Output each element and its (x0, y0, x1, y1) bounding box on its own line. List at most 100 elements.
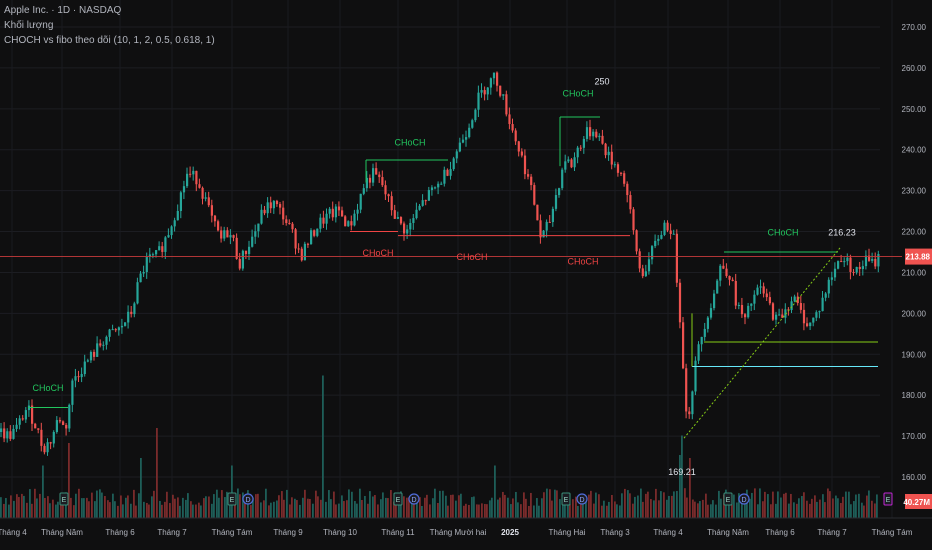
candle-body (610, 151, 613, 165)
x-tick-label: Tháng Tám (872, 528, 913, 537)
candle-body (62, 421, 65, 425)
earnings-marker[interactable] (723, 492, 733, 506)
candle-body (719, 265, 722, 281)
candle-body (151, 254, 155, 256)
volume-bar (666, 499, 668, 518)
volume-bar (611, 495, 613, 518)
candle-body (210, 205, 213, 216)
price-axis[interactable] (902, 0, 932, 550)
candle-body (446, 169, 449, 176)
volume-bar (26, 502, 28, 518)
volume-bar (325, 501, 327, 518)
volume-bar (465, 503, 467, 518)
volume-bar (185, 499, 187, 518)
dividend-marker[interactable] (242, 493, 254, 505)
volume-bar (398, 499, 400, 518)
candle-body (635, 230, 638, 252)
volume-bar (816, 501, 818, 518)
dividend-marker[interactable] (738, 493, 750, 505)
volume-bar (127, 495, 129, 518)
candle-body (682, 322, 685, 369)
earnings-marker[interactable] (561, 492, 571, 506)
symbol-title[interactable]: Apple Inc. · 1D · NASDAQ (4, 5, 122, 16)
volume-bar (205, 496, 207, 518)
candle-body (840, 261, 843, 263)
candle-body (251, 236, 254, 247)
earnings-marker[interactable] (227, 492, 237, 506)
volume-bar (494, 465, 496, 518)
candle-body (833, 268, 837, 278)
volume-bar (577, 505, 579, 518)
candle-body (520, 151, 523, 156)
candle-body (806, 323, 809, 327)
volume-bar (408, 497, 410, 518)
volume-bar (798, 498, 800, 518)
candle-body (564, 161, 567, 170)
candle-body (244, 250, 248, 255)
candle-body (40, 429, 43, 446)
candle-body (217, 221, 220, 231)
volume-indicator-label[interactable]: Khối lượng (4, 20, 54, 31)
volume-bar (663, 492, 665, 518)
volume-bar (439, 490, 441, 518)
volume-bar (29, 489, 31, 518)
candle-body (170, 226, 173, 236)
candle-body (539, 220, 542, 238)
candle-body (43, 445, 46, 453)
volume-bar (486, 504, 488, 518)
candle-body (765, 293, 768, 298)
volume-bar (237, 488, 239, 518)
candle-body (161, 246, 164, 252)
candle-body (598, 135, 601, 138)
volume-bar (70, 497, 72, 518)
volume-bar (705, 493, 707, 518)
candle-body (213, 215, 217, 222)
candle-body (93, 351, 96, 357)
volume-bar (720, 498, 722, 518)
volume-bar (260, 502, 262, 518)
volume-bar (0, 497, 2, 518)
candle-body (427, 190, 430, 201)
time-axis[interactable] (0, 518, 932, 550)
volume-bar (161, 504, 163, 518)
volume-bar (777, 491, 779, 518)
volume-bar (117, 505, 119, 518)
candle-body (623, 173, 626, 184)
volume-bar (359, 488, 361, 518)
volume-bar (153, 490, 155, 518)
candle-body (796, 296, 799, 304)
dividend-marker[interactable] (576, 493, 588, 505)
candle-body (496, 72, 499, 86)
earnings-marker[interactable] (59, 492, 69, 506)
volume-bar (554, 489, 556, 518)
candle-body (570, 159, 573, 168)
earnings-marker[interactable] (883, 492, 893, 506)
volume-bar (356, 503, 358, 518)
candle-body (415, 209, 418, 219)
candle-body (390, 196, 393, 211)
dividend-marker[interactable] (408, 493, 420, 505)
volume-bar (23, 495, 25, 518)
volume-bar (426, 494, 428, 518)
candle-body (235, 237, 238, 259)
volume-bar (104, 496, 106, 518)
choch-indicator-label[interactable]: CHOCH vs fibo theo dõi (10, 1, 2, 0.5, 0… (4, 35, 215, 46)
volume-bar (689, 458, 691, 518)
volume-bar (551, 500, 553, 518)
candle-body (502, 94, 505, 96)
candle-body (827, 279, 830, 294)
candle-body (347, 221, 350, 227)
candle-body (753, 294, 756, 304)
candle-body (846, 257, 849, 262)
volume-bar (832, 498, 834, 518)
volume-bar (226, 491, 228, 518)
candle-body (809, 322, 812, 327)
candle-body (734, 280, 737, 306)
volume-bar (751, 492, 753, 518)
candle-body (514, 130, 517, 142)
candle-body (430, 187, 434, 191)
earnings-marker[interactable] (393, 492, 403, 506)
candle-body (629, 195, 632, 210)
candle-body (802, 309, 806, 324)
